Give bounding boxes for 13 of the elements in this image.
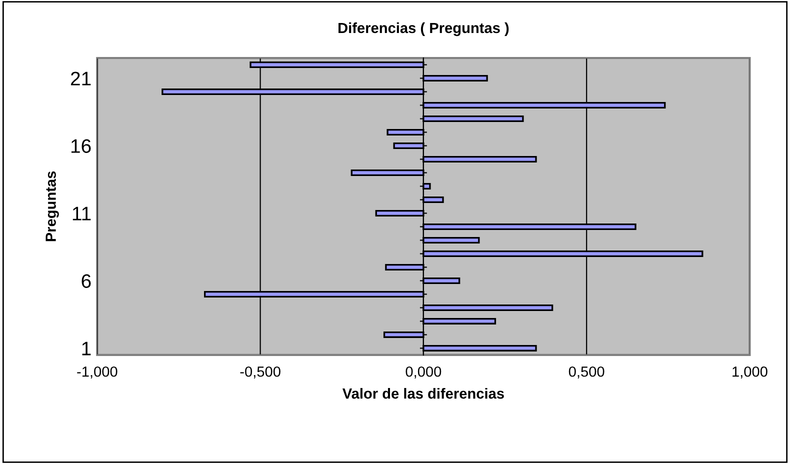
y-tick-label: 16 [71, 139, 91, 153]
x-tick-label: 0,000 [406, 366, 442, 379]
x-tick-label: 0,500 [568, 366, 604, 379]
x-axis-title: Valor de las diferencias [342, 388, 504, 399]
x-tick-label: 1,000 [732, 366, 768, 379]
y-tick-label: 6 [82, 274, 91, 288]
x-tick-label: -1,000 [77, 366, 118, 379]
chart-title: Diferencias ( Preguntas ) [338, 22, 509, 36]
y-tick-label: 1 [82, 342, 91, 356]
y-tick-label: 21 [70, 72, 91, 86]
y-axis-title: Preguntas [46, 171, 59, 242]
y-tick-label: 11 [72, 206, 91, 220]
x-tick-label: -0,500 [240, 366, 280, 379]
